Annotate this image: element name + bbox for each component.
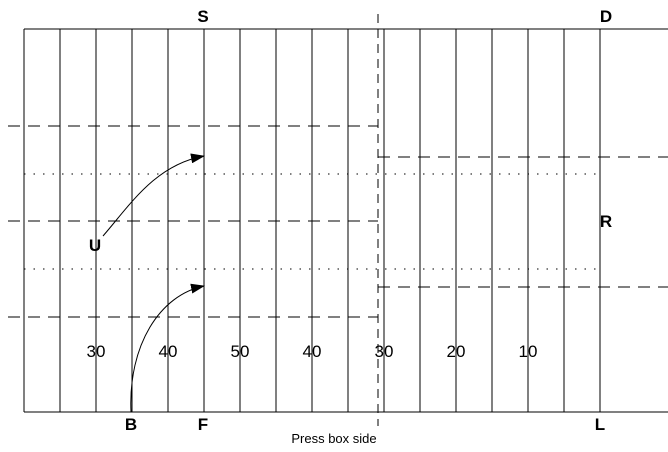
official-R-label: R (600, 212, 612, 231)
press-box-caption: Press box side (291, 431, 376, 446)
official-F-label: F (198, 415, 208, 434)
official-B-label: B (125, 415, 137, 434)
yard-number: 20 (447, 342, 466, 361)
yard-number: 30 (87, 342, 106, 361)
yard-number: 10 (519, 342, 538, 361)
official-D-label: D (600, 7, 612, 26)
yard-number: 50 (231, 342, 250, 361)
umpire-movement-arrow (102, 153, 205, 237)
official-L-label: L (595, 415, 605, 434)
yard-number: 40 (303, 342, 322, 361)
official-S-label: S (197, 7, 208, 26)
official-U-label: U (89, 236, 101, 255)
yard-number: 30 (375, 342, 394, 361)
back-judge-movement-arrow (130, 283, 205, 413)
yard-number: 40 (159, 342, 178, 361)
yard-lines (59, 29, 601, 412)
